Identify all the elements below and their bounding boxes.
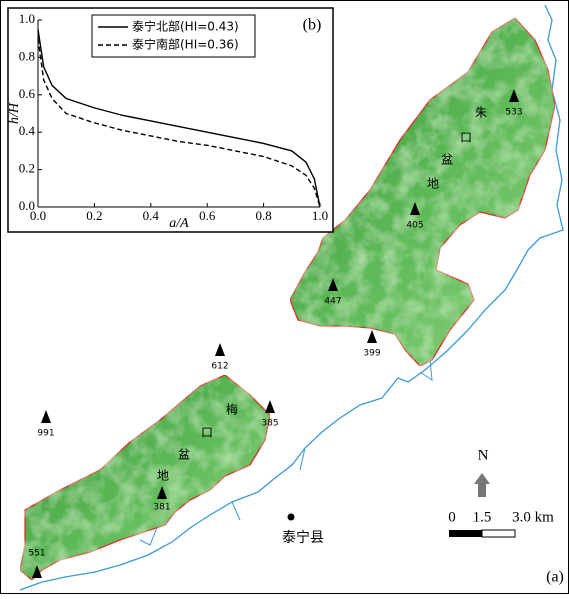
peak-label: 991 [37, 429, 54, 439]
panel-label: (b) [303, 17, 322, 34]
y-tick-label: 1.0 [19, 11, 35, 26]
county-dot [288, 514, 295, 521]
scale-label: 1.5 [473, 509, 492, 525]
scale-label: 0 [448, 509, 456, 525]
basin-label: 口 [460, 131, 472, 145]
scale-label: 3.0 km [512, 509, 554, 525]
peak-label: 381 [153, 503, 170, 513]
y-tick-label: 0.6 [19, 86, 36, 101]
x-tick-label: 1.0 [312, 208, 328, 223]
county-label: 泰宁县 [282, 529, 324, 546]
x-tick-label: 0.6 [199, 208, 216, 223]
basin-label: 口 [201, 426, 213, 440]
peak-label: 385 [261, 419, 278, 429]
peak-label: 447 [324, 297, 341, 307]
north-label: N [478, 447, 489, 463]
peak-label: 533 [505, 108, 522, 118]
peak-label: 405 [406, 221, 423, 231]
basin-label: 朱 [475, 106, 487, 120]
legend-label: 泰宁南部(HI=0.36) [132, 37, 239, 52]
map-figure: 泰宁县 N 0 1.5 3.0 km (a) 0.0 0.2 0.4 0.6 0.8 1.… [0, 0, 569, 594]
basin-label: 盆 [441, 153, 453, 167]
basin-label: 盆 [178, 448, 190, 462]
y-axis-label: h/H [7, 102, 22, 124]
basin-label: 梅 [226, 402, 238, 417]
x-tick-label: 0.8 [255, 208, 271, 223]
x-axis-label: a/A [169, 216, 189, 231]
peak-label: 612 [211, 362, 228, 372]
x-tick-label: 0.4 [143, 208, 160, 223]
panel-label: (a) [546, 569, 564, 586]
scale-bar-black [449, 530, 482, 537]
y-tick-label: 0.4 [19, 123, 36, 138]
scale-bar-white [482, 530, 515, 537]
y-tick-label: 0.8 [19, 48, 35, 63]
basin-label: 地 [427, 177, 439, 191]
basin-label: 地 [157, 469, 169, 483]
x-tick-label: 0.2 [86, 208, 102, 223]
peak-label: 551 [28, 549, 45, 559]
y-tick-label: 0.2 [19, 161, 35, 176]
legend-label: 泰宁北部(HI=0.43) [132, 19, 239, 34]
y-tick-label: 0.0 [19, 198, 35, 213]
peak-label: 399 [363, 349, 380, 359]
